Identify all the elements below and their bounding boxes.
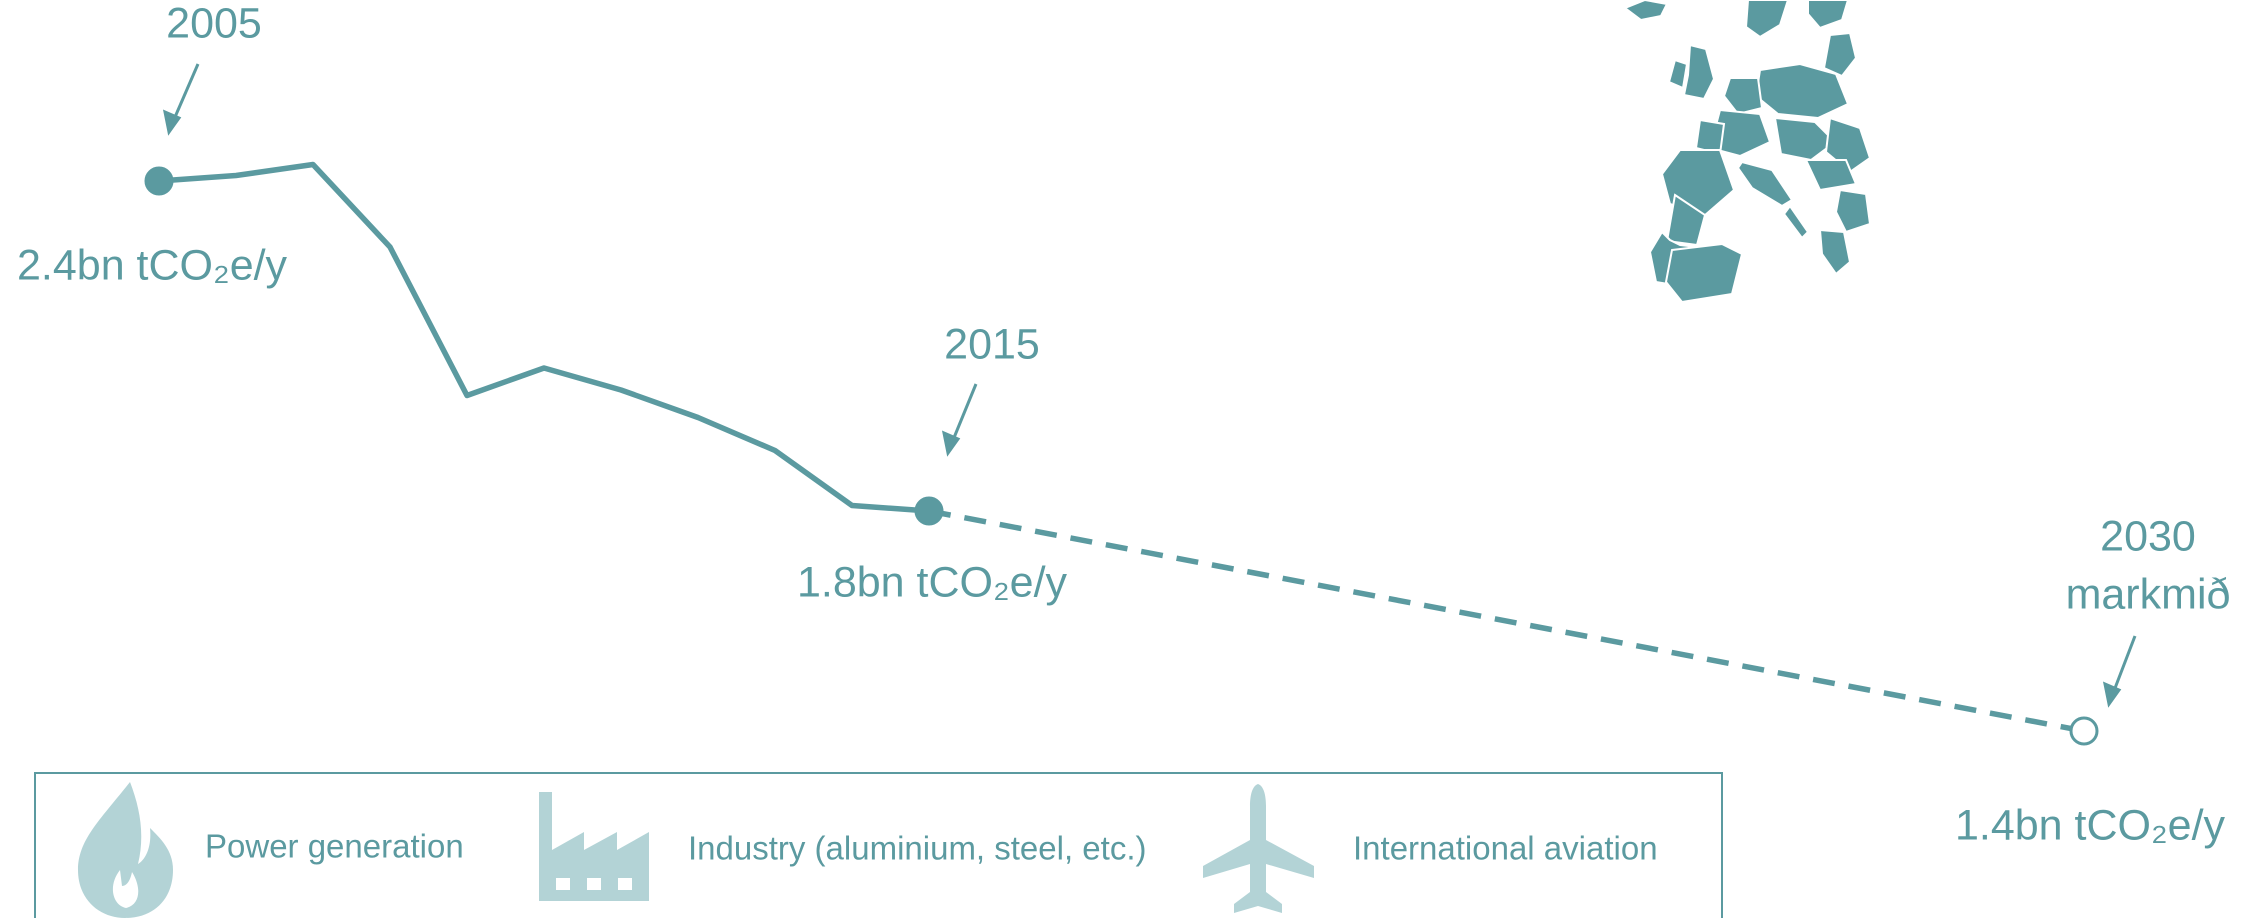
value-label: 1.4bn tCO₂e/y [1955,801,2226,849]
arrow-2030 [2110,635,2137,697]
arrowhead [941,430,961,457]
legend-box [34,772,1723,918]
europe-map [1622,0,1872,304]
data-point [144,166,174,196]
year-label: 2005 [166,0,262,47]
data-point [2069,716,2099,746]
legend-label: Power generation [205,828,464,865]
annotation-arrows [162,63,2137,708]
industry-icon [539,792,649,901]
aviation-icon [1203,784,1314,913]
value-label: 2.4bn tCO₂e/y [17,241,288,289]
arrowhead [2102,681,2122,708]
power-icon [78,782,173,918]
year-label: 2030 [2100,512,2196,560]
projection-line [928,508,2085,734]
target-label: markmið [2066,570,2231,618]
year-label: 2015 [944,320,1040,368]
legend-label: International aviation [1353,830,1658,867]
data-point [914,496,944,526]
arrow-2015 [949,383,978,446]
emission-line [158,161,930,514]
arrow-2005 [170,63,200,125]
legend-label: Industry (aluminium, steel, etc.) [688,830,1147,867]
factory-windows [556,878,632,890]
arrowhead [162,109,182,136]
value-label: 1.8bn tCO₂e/y [797,558,1068,606]
